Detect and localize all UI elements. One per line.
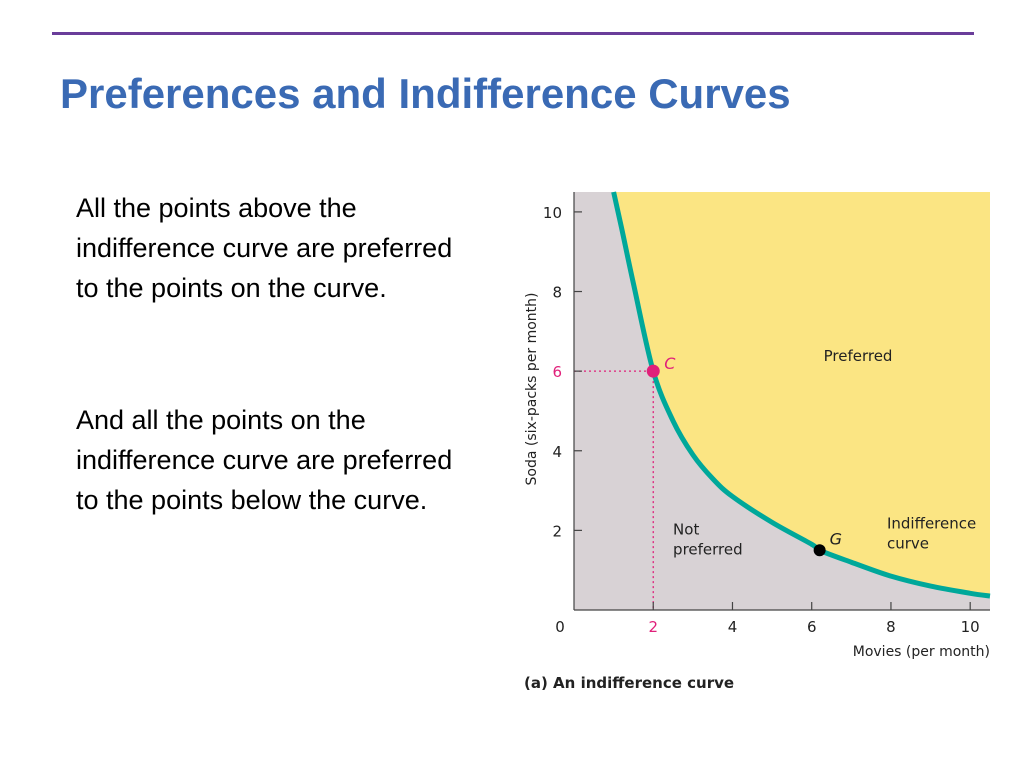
- y-tick-label: 10: [543, 204, 562, 222]
- x-tick-label: 0: [555, 618, 565, 636]
- point-g: [813, 544, 826, 557]
- x-tick-label: 6: [807, 618, 817, 636]
- chart-caption: (a) An indifference curve: [524, 674, 734, 692]
- y-tick-label: 6: [552, 363, 562, 381]
- y-tick-label: 4: [552, 443, 562, 461]
- y-tick-label: 2: [552, 522, 562, 540]
- point-g-label: G: [830, 529, 842, 548]
- x-tick-label: 10: [961, 618, 980, 636]
- title-rule: [52, 32, 974, 35]
- y-tick-label: 8: [552, 284, 562, 302]
- chart-svg: 2 4 6 8 10 0 2 4 6 8 10 Movies (per month) Soda (six…: [524, 191, 991, 692]
- preferred-region: [613, 192, 990, 597]
- curve-label-line2: curve: [887, 534, 929, 552]
- point-c-label: C: [664, 354, 676, 373]
- y-axis-label: Soda (six-packs per month): [524, 293, 540, 486]
- x-axis-label: Movies (per month): [853, 644, 990, 660]
- body-paragraph-1: All the points above the indifference cu…: [76, 193, 453, 303]
- not-preferred-label-line2: preferred: [673, 540, 743, 558]
- curve-label-line1: Indifference: [887, 514, 976, 532]
- x-tick-label: 8: [886, 618, 896, 636]
- x-tick-label: 2: [648, 618, 658, 636]
- indifference-chart: 2 4 6 8 10 0 2 4 6 8 10 Movies (per month) Soda (six…: [510, 180, 1010, 700]
- not-preferred-label-line1: Not: [673, 520, 699, 538]
- preferred-label: Preferred: [824, 347, 893, 365]
- point-c: [646, 364, 660, 378]
- x-tick-label: 4: [728, 618, 738, 636]
- body-paragraph-2: And all the points on the indifference c…: [76, 405, 453, 515]
- indifference-curve-line: [611, 191, 991, 599]
- slide-title: Preferences and Indifference Curves: [60, 70, 791, 117]
